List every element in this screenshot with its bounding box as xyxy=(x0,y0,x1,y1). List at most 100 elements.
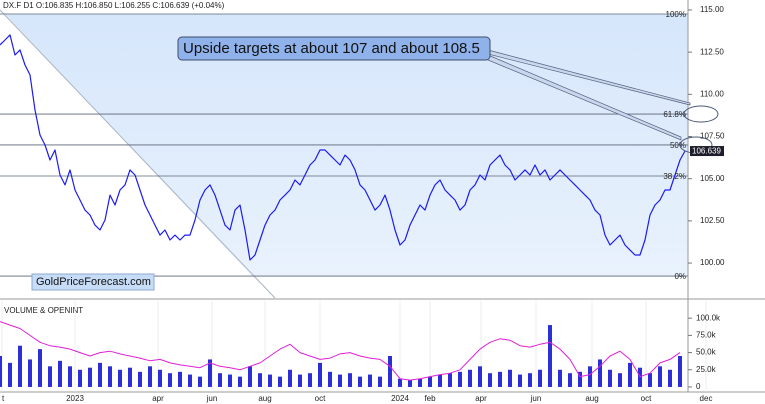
y-tick-label: 102.50 xyxy=(700,216,725,225)
volume-bar xyxy=(398,378,402,387)
volume-bar xyxy=(378,376,382,387)
x-tick-label: oct xyxy=(641,394,652,403)
watermark-box xyxy=(31,273,155,291)
panel-title: VOLUME & OPENINT xyxy=(4,306,83,315)
y-tick-label: 105.00 xyxy=(700,174,725,183)
volume-bar xyxy=(288,369,292,387)
fib-label: 38.2% xyxy=(663,172,686,181)
volume-bar xyxy=(518,374,522,387)
y-tick-label: 75.0k xyxy=(696,330,717,339)
volume-bar xyxy=(168,373,172,387)
volume-bar xyxy=(28,359,32,387)
header: DX.F D1 O:106.835 H:106.850 L:106.255 C:… xyxy=(3,1,225,10)
volume-bar xyxy=(638,367,642,387)
volume-bar xyxy=(578,371,582,387)
volume-bar xyxy=(348,373,352,387)
volume-bar xyxy=(0,356,2,387)
watermark: GoldPriceForecast.com xyxy=(36,276,151,288)
volume-bar xyxy=(568,373,572,387)
y-tick-label: 110.00 xyxy=(700,89,724,98)
last-price-tag xyxy=(690,146,724,157)
volume-bar xyxy=(648,373,652,387)
x-tick-label: apr xyxy=(475,394,487,403)
target-circle xyxy=(683,105,719,123)
volume-bar xyxy=(478,366,482,387)
volume-bar xyxy=(588,366,592,387)
volume-bar xyxy=(108,366,112,387)
callout-text: Upside targets at about 107 and about 10… xyxy=(183,40,480,57)
volume-bar xyxy=(268,374,272,387)
volume-bar xyxy=(298,374,302,387)
volume-bar xyxy=(528,373,532,387)
fib-label: 50% xyxy=(670,141,686,150)
volume-bar xyxy=(438,374,442,387)
volume-bar xyxy=(8,362,12,387)
volume-bar xyxy=(128,367,132,387)
volume-bar xyxy=(248,366,252,387)
volume-bar xyxy=(498,371,502,387)
volume-bar xyxy=(38,349,42,387)
volume-bar xyxy=(278,376,282,387)
x-tick-label: aug xyxy=(258,394,271,403)
y-tick-label: 50.0k xyxy=(696,348,717,357)
fib-label: 0% xyxy=(674,272,686,281)
volume-bar xyxy=(318,362,322,387)
volume-bar xyxy=(148,366,152,387)
volume-bar xyxy=(48,366,52,387)
y-tick-label: 100.00 xyxy=(700,258,725,267)
last-price-label: 106.639 xyxy=(692,147,721,156)
volume-bar xyxy=(408,380,412,387)
x-tick-label: 2024 xyxy=(391,394,409,403)
trend-line xyxy=(0,9,276,299)
volume-bar xyxy=(468,369,472,387)
volume-bar xyxy=(238,376,242,387)
y-tick-label: 0 xyxy=(696,382,701,391)
volume-bar xyxy=(428,376,432,387)
volume-bar xyxy=(158,369,162,387)
volume-bar xyxy=(228,374,232,387)
volume-bar xyxy=(78,369,82,387)
price-line xyxy=(0,34,686,261)
volume-bar xyxy=(628,362,632,387)
volume-bar xyxy=(608,369,612,387)
volume-bar xyxy=(418,378,422,387)
volume-bar xyxy=(58,360,62,387)
volume-bar xyxy=(558,369,562,387)
volume-bar xyxy=(178,371,182,387)
volume-bar xyxy=(338,374,342,387)
fib-label: 61.8% xyxy=(663,110,686,119)
x-tick-label: aug xyxy=(585,394,598,403)
fib-label: 100% xyxy=(666,10,686,19)
x-tick-label: apr xyxy=(152,394,164,403)
volume-bar xyxy=(138,371,142,387)
x-tick-label: dec xyxy=(700,394,713,403)
volume-bar xyxy=(18,345,22,387)
volume-bar xyxy=(658,366,662,387)
volume-bar xyxy=(548,325,552,387)
volume-bar xyxy=(88,367,92,387)
y-tick-label: 115.00 xyxy=(700,5,724,14)
volume-bar xyxy=(358,376,362,387)
price-layer xyxy=(0,13,688,277)
volume-bar xyxy=(508,369,512,387)
volume-bar xyxy=(198,376,202,387)
x-tick-label: oct xyxy=(315,394,326,403)
volume-bar xyxy=(208,359,212,387)
x-tick-label: jun xyxy=(530,394,542,403)
volume-bar xyxy=(388,356,392,387)
y-tick-label: 100.0k xyxy=(696,313,721,322)
volume-bar xyxy=(218,373,222,387)
volume-bar xyxy=(618,373,622,387)
volume-bar xyxy=(488,373,492,387)
x-tick-label: 2023 xyxy=(66,394,84,403)
x-tick-label: jun xyxy=(206,394,218,403)
y-tick-label: 25.0k xyxy=(696,365,717,374)
callout-box xyxy=(177,36,491,61)
x-tick-label: feb xyxy=(424,394,436,403)
volume-bar xyxy=(188,374,192,387)
volume-bar xyxy=(678,356,682,387)
volume-bar xyxy=(258,373,262,387)
volume-bar xyxy=(458,371,462,387)
volume-bar xyxy=(308,373,312,387)
